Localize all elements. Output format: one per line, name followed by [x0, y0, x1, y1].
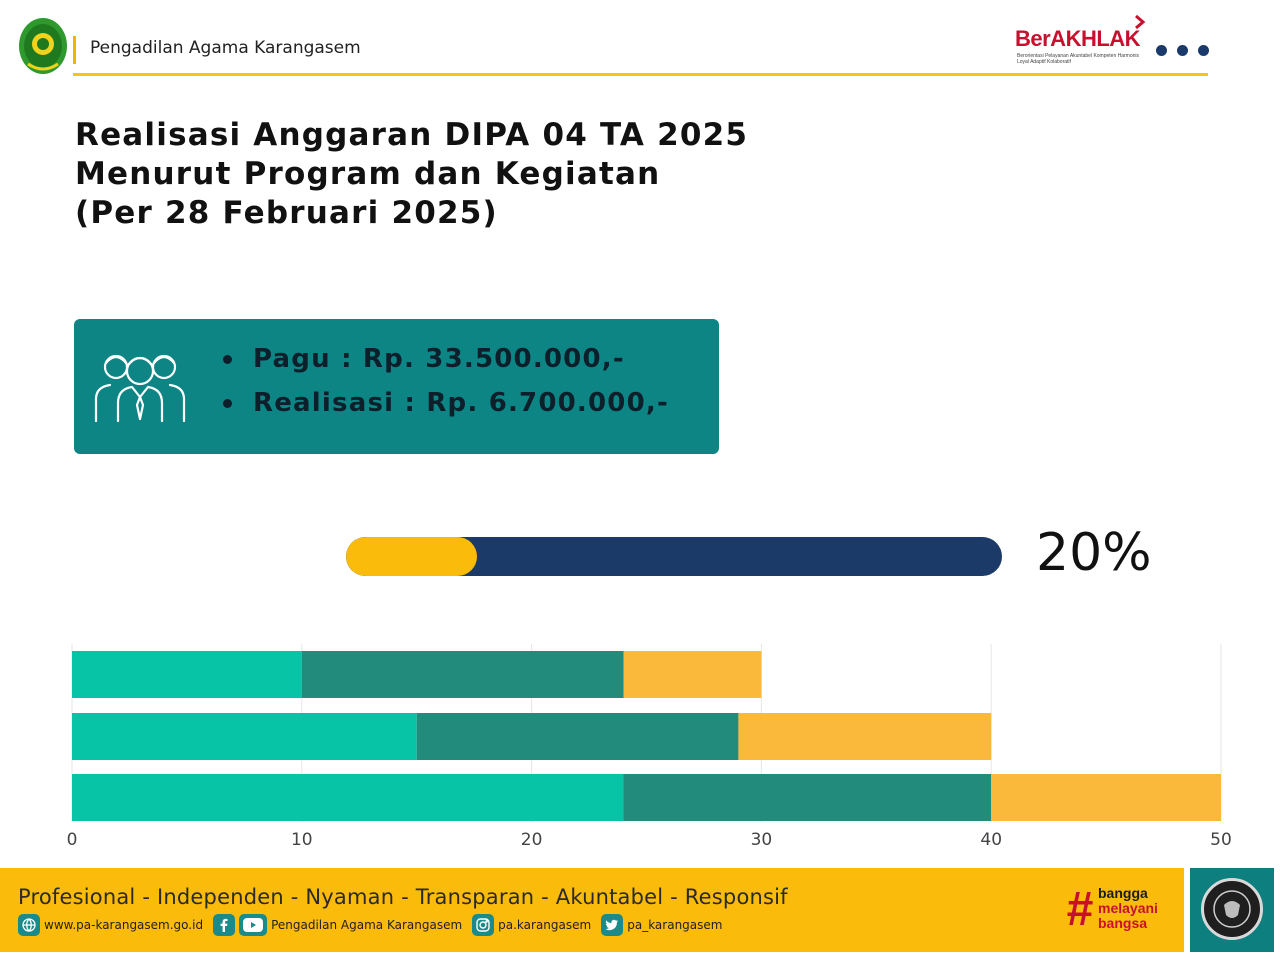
bar-segment	[623, 774, 992, 821]
budget-info-card: Pagu : Rp. 33.500.000,- Realisasi : Rp. …	[74, 319, 719, 454]
dot	[1177, 45, 1188, 56]
footer-links: www.pa-karangasem.go.id Pengadilan Agama…	[18, 912, 732, 938]
pagu-value: Pagu : Rp. 33.500.000,-	[219, 337, 669, 381]
bangga-word-3: bangsa	[1098, 915, 1148, 931]
stacked-bar-chart: 0 10 20 30 40 50	[67, 644, 1232, 850]
dot	[1198, 45, 1209, 56]
bangga-words: bangga melayani bangsa	[1098, 886, 1158, 931]
facebook-icon[interactable]	[213, 914, 236, 936]
x-tick-label: 20	[521, 830, 543, 850]
title-line-1: Realisasi Anggaran DIPA 04 TA 2025	[75, 117, 749, 153]
court-emblem-icon	[19, 18, 67, 74]
bangga-melayani-bangsa-logo: # bangga melayani bangsa	[1062, 883, 1182, 938]
progress-fill	[346, 537, 478, 576]
bar-segment	[738, 713, 992, 760]
footer: Profesional - Independen - Nyaman - Tran…	[0, 868, 1184, 952]
org-name: Pengadilan Agama Karangasem	[90, 38, 361, 58]
header-divider	[73, 36, 76, 64]
bar-segment	[416, 713, 739, 760]
twitter-icon[interactable]	[601, 914, 624, 936]
progress-percent: 20%	[1036, 523, 1152, 583]
x-tick-label: 0	[67, 830, 78, 850]
berakhlak-word: BerAKHLAK	[1015, 26, 1141, 51]
x-tick-label: 40	[980, 830, 1002, 850]
dot	[1156, 45, 1167, 56]
hashtag-icon: #	[1066, 883, 1093, 936]
social-name-link[interactable]: Pengadilan Agama Karangasem	[271, 918, 463, 932]
berakhlak-logo: BerAKHLAK Berorientasi Pelayanan Akuntab…	[1015, 14, 1155, 70]
info-list: Pagu : Rp. 33.500.000,- Realisasi : Rp. …	[219, 337, 669, 425]
bar-segment	[72, 774, 624, 821]
bar-segment	[72, 651, 302, 698]
twitter-link[interactable]: pa_karangasem	[627, 918, 723, 932]
bangga-word-2: melayani	[1098, 900, 1158, 916]
more-dots-icon[interactable]	[1156, 45, 1212, 57]
header-rule	[73, 73, 1208, 76]
bar-segment	[72, 713, 417, 760]
people-group-icon	[94, 354, 186, 423]
corner-badge	[1190, 868, 1274, 952]
youtube-icon[interactable]	[239, 914, 268, 936]
bar-segment	[991, 774, 1221, 821]
title-line-3: (Per 28 Februari 2025)	[75, 195, 498, 231]
realisasi-value: Realisasi : Rp. 6.700.000,-	[219, 381, 669, 425]
bangga-word-1: bangga	[1098, 885, 1148, 901]
chevron-right-icon	[1135, 14, 1146, 30]
instagram-icon[interactable]	[472, 914, 495, 936]
header: Pengadilan Agama Karangasem BerAKHLAK Be…	[0, 0, 1280, 80]
footer-slogan: Profesional - Independen - Nyaman - Tran…	[18, 885, 788, 909]
progress-bar	[346, 537, 1002, 576]
x-tick-label: 50	[1210, 830, 1232, 850]
instagram-link[interactable]: pa.karangasem	[498, 918, 592, 932]
x-tick-label: 30	[751, 830, 773, 850]
berakhlak-subtitle: Berorientasi Pelayanan Akuntabel Kompete…	[1017, 53, 1140, 65]
page-title: Realisasi Anggaran DIPA 04 TA 2025 Menur…	[75, 116, 748, 233]
seal-icon	[1201, 878, 1263, 940]
x-tick-label: 10	[291, 830, 313, 850]
title-line-2: Menurut Program dan Kegiatan	[75, 156, 661, 192]
website-link[interactable]: www.pa-karangasem.go.id	[44, 918, 204, 932]
globe-icon	[18, 914, 40, 936]
bar-segment	[623, 651, 762, 698]
bar-segment	[301, 651, 624, 698]
